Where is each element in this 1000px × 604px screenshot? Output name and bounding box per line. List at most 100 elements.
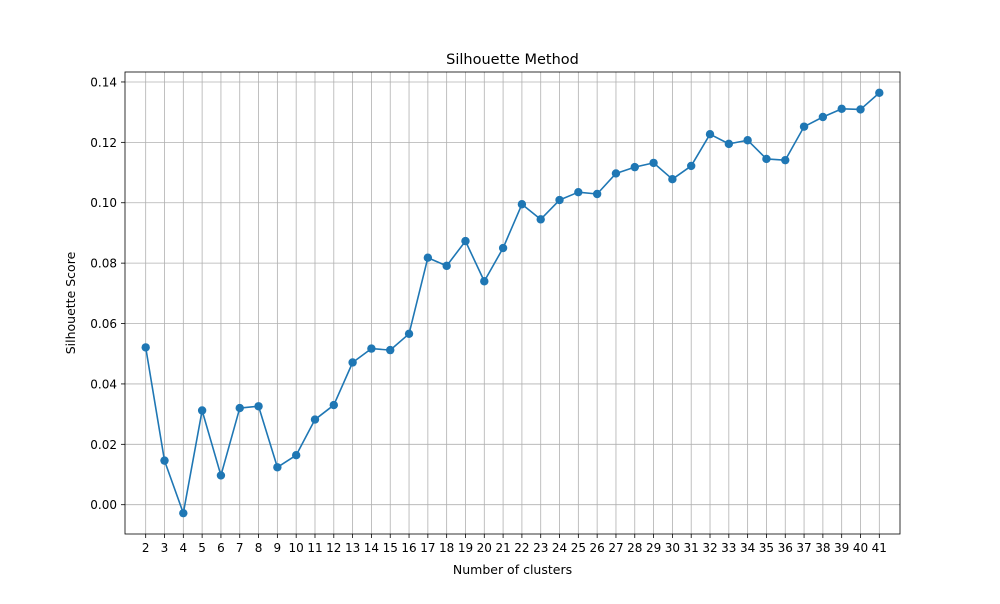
series-layer [141, 88, 884, 518]
x-tick-label: 4 [179, 541, 187, 555]
y-tick-label: 0.00 [90, 498, 117, 512]
x-tick-label: 29 [646, 541, 661, 555]
x-tick-label: 34 [740, 541, 755, 555]
x-tick-label: 24 [552, 541, 567, 555]
data-point [310, 415, 320, 424]
x-tick-label: 37 [796, 541, 811, 555]
x-tick-label: 18 [439, 541, 454, 555]
data-point [404, 329, 414, 338]
y-axis-label: Silhouette Score [63, 251, 78, 354]
x-tick-label: 32 [702, 541, 717, 555]
y-tick-label: 0.08 [90, 257, 117, 271]
x-tick-label: 36 [778, 541, 793, 555]
x-tick-label: 19 [458, 541, 473, 555]
x-tick-label: 41 [872, 541, 887, 555]
chart-title: Silhouette Method [446, 52, 579, 68]
data-point [329, 400, 338, 410]
x-tick-label: 12 [326, 541, 341, 555]
x-tick-label: 9 [274, 541, 282, 555]
x-tick-label: 11 [307, 541, 322, 555]
data-point [273, 463, 282, 472]
x-tick-label: 3 [161, 541, 169, 555]
data-point [141, 343, 150, 352]
x-tick-label: 28 [627, 541, 642, 555]
data-point [480, 277, 489, 286]
x-tick-label: 31 [684, 541, 699, 555]
x-tick-label: 17 [420, 541, 435, 555]
data-point [498, 243, 508, 253]
data-point [592, 189, 602, 199]
x-tick-label: 39 [834, 541, 849, 555]
data-point [423, 253, 433, 262]
data-point [235, 403, 244, 413]
x-tick-label: 10 [289, 541, 304, 555]
x-tick-label: 30 [665, 541, 680, 555]
x-axis-ticks: 2 3 4 5 6 7 8 9 10 11 12 13 14 15 16 17 18 19 20 21 22 23 24 25… [142, 534, 887, 555]
data-point [197, 406, 207, 415]
x-tick-label: 23 [533, 541, 548, 555]
y-tick-label: 0.06 [90, 317, 117, 331]
x-tick-label: 2 [142, 541, 150, 555]
data-point [875, 88, 884, 98]
data-point [724, 139, 734, 149]
data-point [536, 215, 545, 224]
x-tick-label: 16 [401, 541, 416, 555]
data-point [781, 155, 790, 165]
data-point [216, 471, 226, 480]
x-tick-label: 27 [608, 541, 623, 555]
x-tick-label: 25 [571, 541, 586, 555]
x-tick-label: 20 [477, 541, 492, 555]
y-tick-label: 0.12 [90, 136, 117, 150]
data-point [461, 236, 470, 246]
data-point [762, 154, 771, 164]
data-point [705, 130, 715, 139]
x-tick-label: 6 [217, 541, 225, 555]
series-line [144, 92, 880, 514]
data-point [668, 174, 677, 184]
x-tick-label: 40 [853, 541, 868, 555]
x-tick-label: 22 [514, 541, 529, 555]
x-tick-label: 8 [255, 541, 263, 555]
data-point [160, 456, 169, 465]
x-tick-label: 5 [198, 541, 206, 555]
x-tick-label: 7 [236, 541, 244, 555]
data-point [348, 358, 357, 367]
x-tick-label: 35 [759, 541, 774, 555]
data-point [555, 195, 564, 205]
data-point [367, 344, 376, 353]
data-point [574, 187, 583, 197]
data-point [818, 112, 828, 122]
data-point [649, 158, 658, 168]
x-axis-label: Number of clusters [453, 562, 572, 577]
y-tick-label: 0.10 [90, 196, 117, 210]
x-tick-label: 26 [590, 541, 605, 555]
y-tick-label: 0.14 [90, 75, 117, 89]
data-point [611, 169, 621, 178]
data-point [442, 261, 451, 271]
y-axis-ticks: 0.00 0.02 0.04 0.06 0.08 0.10 0.12 0.14 [90, 75, 125, 512]
x-tick-label: 14 [364, 541, 379, 555]
x-tick-label: 13 [345, 541, 360, 555]
data-point [179, 508, 188, 518]
plot-area-frame [124, 71, 901, 535]
data-point [386, 345, 395, 355]
y-tick-label: 0.02 [90, 438, 117, 452]
data-point [799, 122, 809, 131]
data-point [291, 450, 301, 460]
x-tick-label: 15 [383, 541, 398, 555]
data-point [856, 105, 865, 114]
data-point [743, 136, 752, 145]
x-tick-label: 33 [721, 541, 736, 555]
x-tick-label: 21 [495, 541, 510, 555]
data-point [517, 200, 527, 209]
data-point [837, 104, 846, 114]
y-tick-label: 0.04 [90, 377, 117, 391]
data-point [687, 161, 696, 171]
data-point [254, 402, 263, 411]
x-tick-label: 38 [815, 541, 830, 555]
data-point [630, 162, 639, 172]
grid [125, 72, 900, 534]
